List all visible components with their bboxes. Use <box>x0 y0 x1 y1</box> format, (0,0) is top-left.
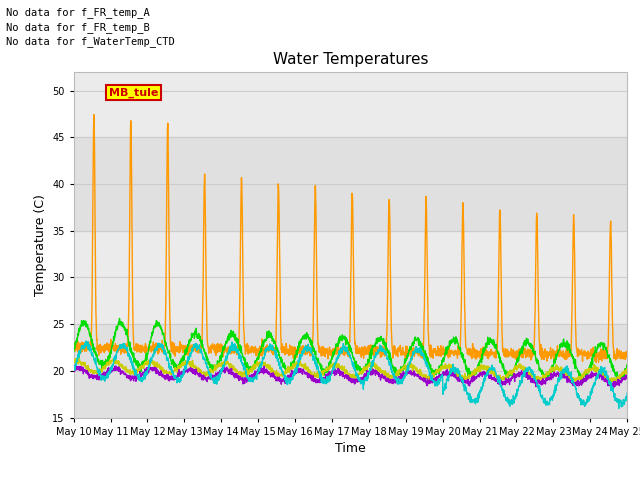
Text: MB_tule: MB_tule <box>109 87 158 98</box>
Bar <box>74 324 627 418</box>
Bar <box>74 137 627 231</box>
Text: No data for f_FR_temp_A: No data for f_FR_temp_A <box>6 7 150 18</box>
Text: No data for f_FR_temp_B: No data for f_FR_temp_B <box>6 22 150 33</box>
Title: Water Temperatures: Water Temperatures <box>273 52 428 67</box>
Text: No data for f_WaterTemp_CTD: No data for f_WaterTemp_CTD <box>6 36 175 47</box>
X-axis label: Time: Time <box>335 442 366 455</box>
Y-axis label: Temperature (C): Temperature (C) <box>33 194 47 296</box>
